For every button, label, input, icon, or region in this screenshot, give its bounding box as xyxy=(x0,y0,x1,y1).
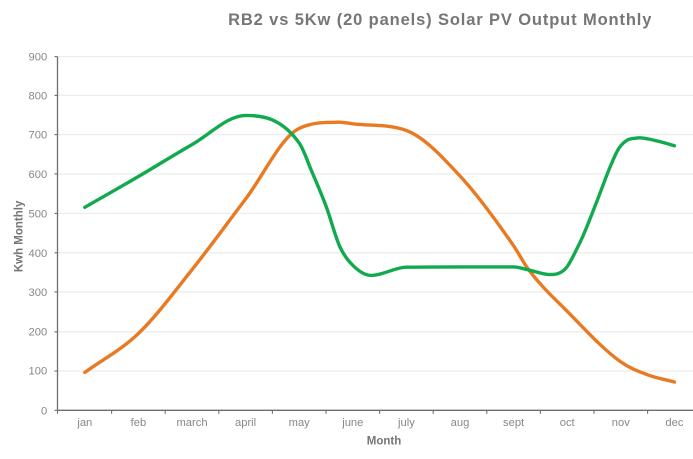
svg-text:Kwh Monthly: Kwh Monthly xyxy=(13,200,25,272)
svg-text:600: 600 xyxy=(29,169,48,181)
svg-text:may: may xyxy=(289,417,311,429)
svg-text:Month: Month xyxy=(367,436,401,448)
svg-text:800: 800 xyxy=(29,90,48,102)
svg-text:400: 400 xyxy=(29,248,48,260)
svg-text:500: 500 xyxy=(29,208,48,220)
svg-text:dec: dec xyxy=(665,417,683,429)
svg-text:300: 300 xyxy=(29,287,48,299)
svg-text:april: april xyxy=(235,417,256,429)
svg-text:oct: oct xyxy=(560,417,576,429)
svg-text:0: 0 xyxy=(41,405,47,417)
svg-text:june: june xyxy=(341,417,363,429)
svg-text:july: july xyxy=(397,417,415,429)
svg-text:march: march xyxy=(176,417,207,429)
svg-text:100: 100 xyxy=(29,366,48,378)
svg-text:900: 900 xyxy=(29,52,48,64)
svg-text:aug: aug xyxy=(451,417,470,429)
svg-text:700: 700 xyxy=(29,130,48,142)
svg-text:sept: sept xyxy=(503,417,525,429)
svg-text:RB2 vs 5Kw (20 panels) Solar P: RB2 vs 5Kw (20 panels) Solar PV Output M… xyxy=(228,11,652,29)
svg-text:feb: feb xyxy=(131,417,147,429)
svg-text:jan: jan xyxy=(76,417,92,429)
svg-text:200: 200 xyxy=(29,327,48,339)
svg-text:nov: nov xyxy=(612,417,630,429)
